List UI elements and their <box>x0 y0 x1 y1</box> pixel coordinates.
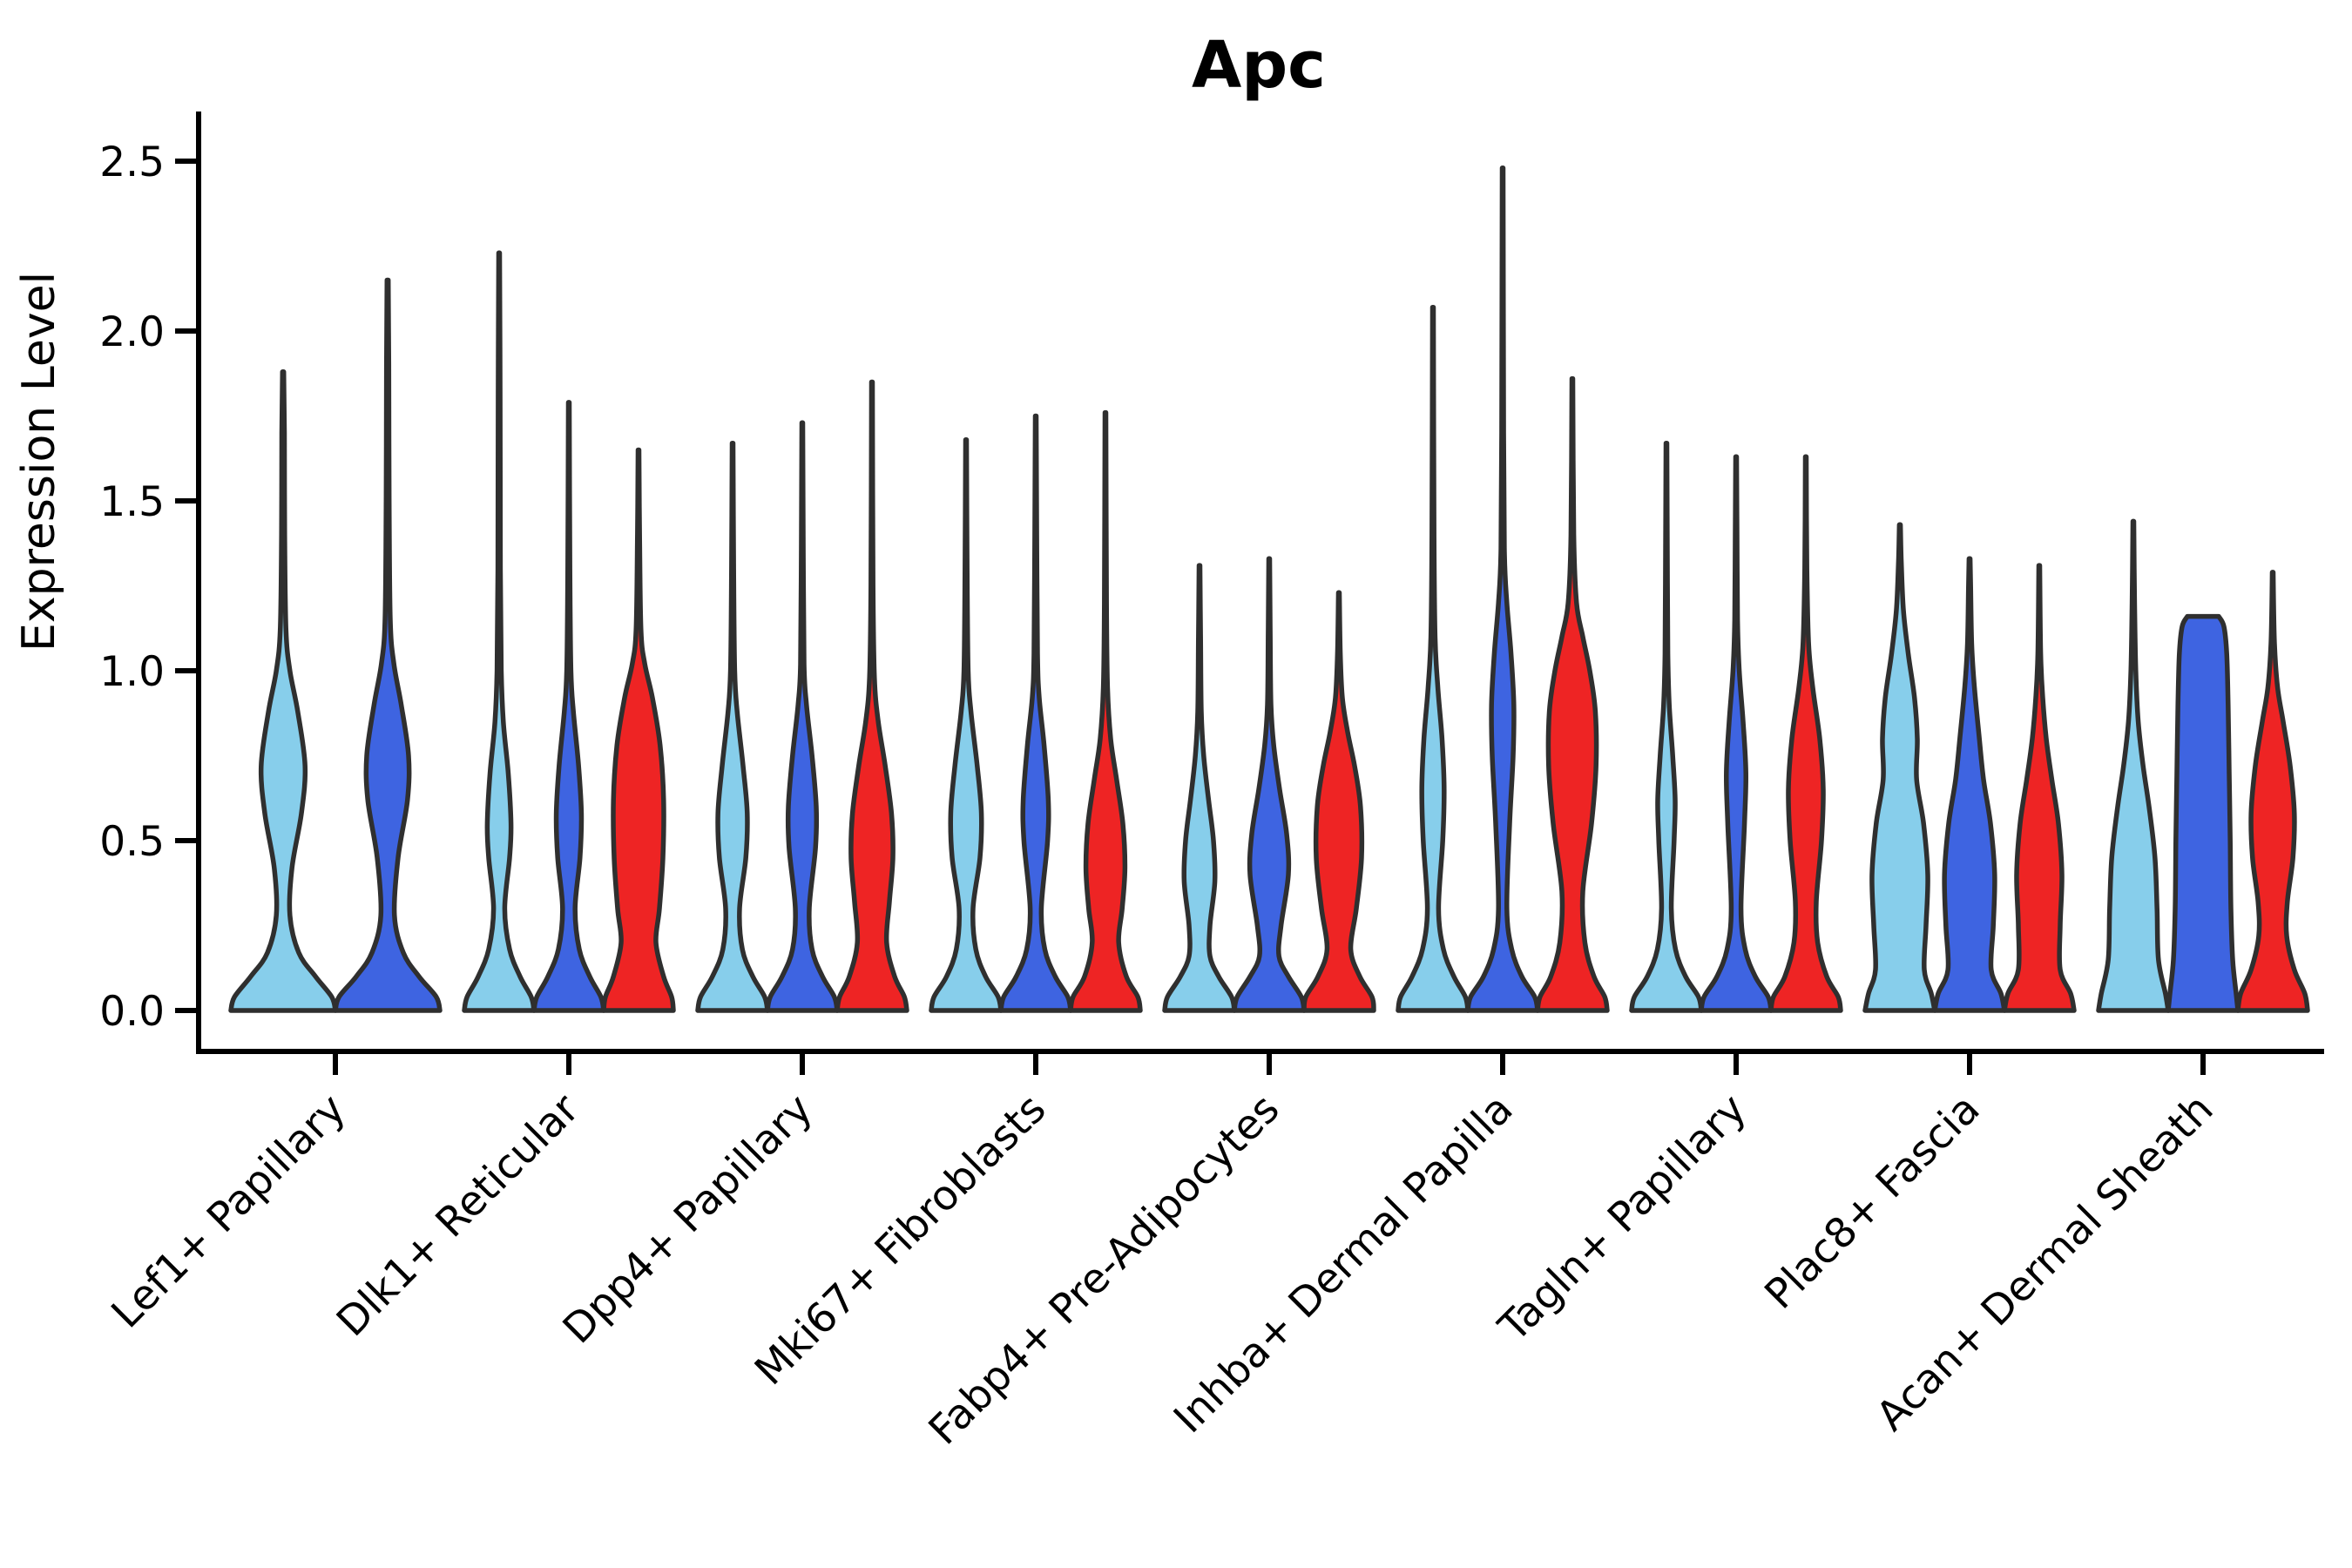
violin-fabp4-pre-adipocytes-dark_blue <box>1232 556 1307 1013</box>
violin-inhba-dermal-papilla-dark_blue <box>1465 166 1540 1013</box>
violin-mki67-fibroblasts-red <box>1068 409 1143 1013</box>
violin-dpp4-papillary-light_blue <box>695 440 770 1013</box>
violin-mki67-fibroblasts-light_blue <box>929 437 1004 1013</box>
violin-acan-dermal-sheath-red <box>2235 570 2310 1013</box>
x-tick-label: Tagln+ Papillary <box>1490 1085 1756 1352</box>
violin-inhba-dermal-papilla-red <box>1535 375 1610 1013</box>
y-axis-label: Expression Level <box>13 272 65 652</box>
x-tick-label: Dlk1+ Reticular <box>328 1085 589 1346</box>
violin-plac8-fascia-dark_blue <box>1932 556 2007 1013</box>
violin-plac8-fascia-light_blue <box>1862 522 1937 1013</box>
violin-layer <box>228 166 2310 1013</box>
violin-dpp4-papillary-red <box>835 379 909 1013</box>
violin-dlk1-reticular-light_blue <box>462 250 537 1013</box>
violin-tagln-papillary-red <box>1768 454 1843 1013</box>
y-tick-label: 1.0 <box>99 648 165 696</box>
violin-acan-dermal-sheath-light_blue <box>2096 518 2171 1013</box>
violin-plac8-fascia-red <box>2002 563 2077 1013</box>
y-tick-label: 2.0 <box>99 308 165 356</box>
chart-title: Apc <box>1192 28 1326 103</box>
y-tick-label: 1.5 <box>99 478 165 526</box>
violin-acan-dermal-sheath-dark_blue <box>2166 613 2240 1013</box>
violin-mki67-fibroblasts-dark_blue <box>998 413 1073 1013</box>
violin-fabp4-pre-adipocytes-light_blue <box>1162 563 1237 1013</box>
y-tick-label: 0.0 <box>99 988 165 1036</box>
x-tick-label: Dpp4+ Papillary <box>554 1085 822 1354</box>
violin-fabp4-pre-adipocytes-red <box>1301 590 1376 1013</box>
violin-tagln-papillary-light_blue <box>1629 440 1704 1013</box>
violin-inhba-dermal-papilla-light_blue <box>1396 304 1470 1013</box>
x-tick-label: Lef1+ Papillary <box>103 1085 355 1338</box>
violin-dlk1-reticular-red <box>601 447 676 1013</box>
violin-dpp4-papillary-dark_blue <box>765 420 840 1013</box>
y-tick-label: 2.5 <box>99 139 165 186</box>
violin-lef1-papillary-light_blue <box>228 369 338 1013</box>
violin-dlk1-reticular-dark_blue <box>531 400 606 1013</box>
y-tick-label: 0.5 <box>99 818 165 866</box>
violin-tagln-papillary-dark_blue <box>1699 454 1774 1013</box>
x-tick-label: Plac8+ Fascia <box>1756 1085 1990 1319</box>
violin-lef1-papillary-dark_blue <box>333 277 443 1013</box>
